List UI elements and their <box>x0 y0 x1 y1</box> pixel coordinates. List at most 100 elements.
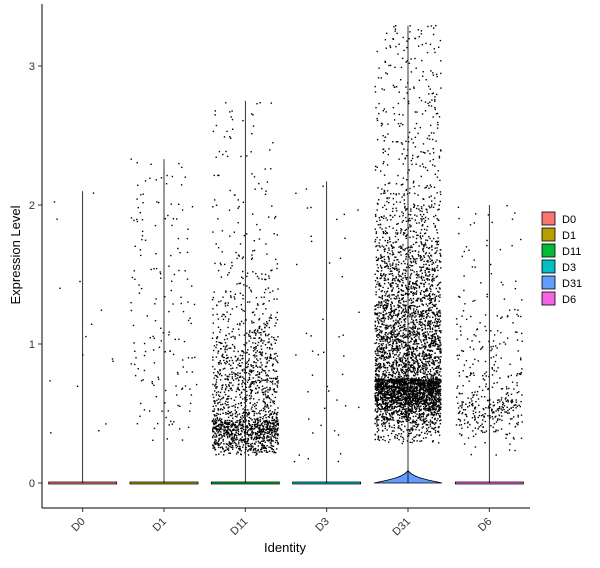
point <box>402 341 405 344</box>
point <box>380 358 382 360</box>
point <box>248 386 250 388</box>
point <box>411 356 413 359</box>
point <box>387 361 389 363</box>
point <box>237 350 239 353</box>
point <box>235 453 238 455</box>
point <box>412 256 414 258</box>
point <box>413 387 416 389</box>
point <box>250 447 252 449</box>
point <box>439 261 441 263</box>
point <box>219 433 221 435</box>
point <box>410 327 412 330</box>
point <box>431 411 433 414</box>
point <box>336 399 338 401</box>
point <box>219 395 221 398</box>
point <box>220 427 222 429</box>
point <box>393 25 395 28</box>
point <box>233 435 235 438</box>
point <box>406 193 409 195</box>
point <box>256 275 259 278</box>
point <box>218 425 220 428</box>
point <box>251 410 253 413</box>
point <box>247 437 249 440</box>
point <box>404 402 407 405</box>
point <box>216 376 219 378</box>
point <box>403 199 405 201</box>
point <box>421 266 423 268</box>
point <box>376 375 379 377</box>
point <box>378 345 381 347</box>
point <box>257 440 259 442</box>
point <box>248 411 250 414</box>
point <box>276 448 278 450</box>
point <box>143 369 146 372</box>
point <box>435 397 437 399</box>
point <box>265 451 268 453</box>
point <box>390 381 392 383</box>
point <box>417 354 419 357</box>
point <box>375 245 377 248</box>
point <box>227 404 229 406</box>
point <box>112 360 114 362</box>
point <box>413 399 415 402</box>
point <box>380 393 382 395</box>
point <box>257 391 259 393</box>
point <box>414 335 417 337</box>
point <box>234 337 236 340</box>
point <box>410 260 412 263</box>
point <box>429 292 431 295</box>
point <box>171 423 173 425</box>
point <box>388 260 390 262</box>
point <box>226 354 228 356</box>
point <box>245 362 247 365</box>
point <box>439 288 441 290</box>
point <box>324 407 326 409</box>
point <box>383 418 386 420</box>
point <box>400 387 402 390</box>
point <box>253 432 255 434</box>
point <box>237 386 239 389</box>
point <box>250 424 252 426</box>
point <box>420 341 422 343</box>
point <box>256 437 258 439</box>
point <box>130 158 132 160</box>
point <box>249 424 251 427</box>
point <box>213 420 215 422</box>
point <box>225 150 227 153</box>
point <box>420 315 422 317</box>
point <box>237 207 239 209</box>
point <box>404 272 407 275</box>
point <box>217 174 219 177</box>
point <box>221 418 223 420</box>
point <box>423 402 426 404</box>
point <box>384 410 386 412</box>
point <box>398 319 401 321</box>
point <box>223 136 226 138</box>
point <box>260 423 263 425</box>
point <box>258 337 260 339</box>
point <box>339 453 342 455</box>
point <box>438 46 440 48</box>
point <box>237 403 240 405</box>
point <box>222 428 224 431</box>
point <box>430 385 432 387</box>
point <box>378 304 380 306</box>
point <box>406 60 408 62</box>
point <box>257 371 259 373</box>
point <box>392 417 394 419</box>
point <box>387 256 389 258</box>
point <box>386 402 388 404</box>
point <box>272 369 275 371</box>
point <box>402 401 405 403</box>
point <box>233 423 235 426</box>
point <box>436 192 438 194</box>
point <box>439 310 441 312</box>
point <box>434 226 436 228</box>
point <box>406 155 408 157</box>
point <box>426 367 428 369</box>
point <box>395 183 398 185</box>
point <box>424 232 427 234</box>
point <box>381 399 383 401</box>
point <box>272 449 275 451</box>
point <box>274 429 276 431</box>
